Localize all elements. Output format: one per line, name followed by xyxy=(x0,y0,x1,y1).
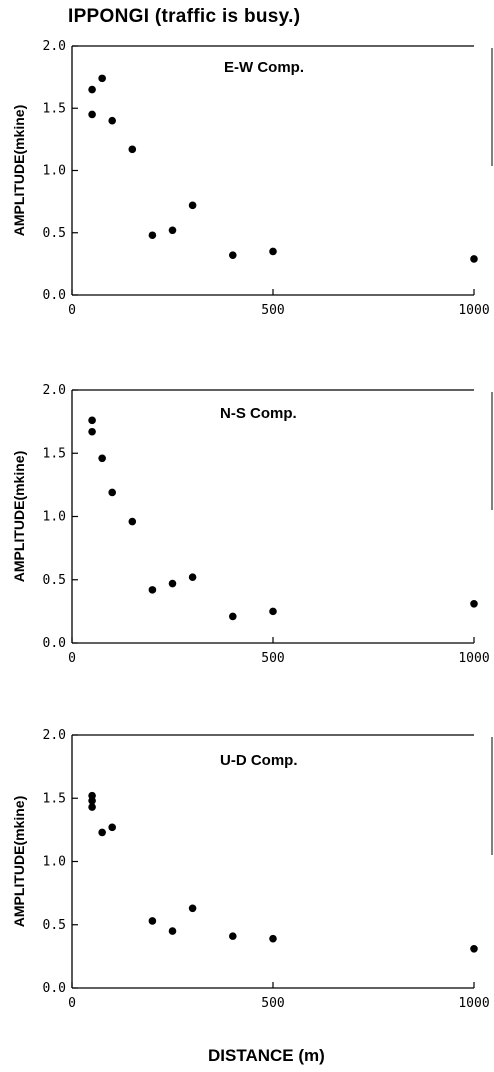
data-point xyxy=(148,586,157,594)
y-tick-label: 1.5 xyxy=(43,101,66,116)
x-tick-label: 1000 xyxy=(458,651,489,666)
data-point xyxy=(269,607,277,616)
panel-title: N-S Comp. xyxy=(220,405,297,422)
data-point xyxy=(88,110,96,119)
data-point xyxy=(88,796,96,805)
data-point xyxy=(108,488,116,497)
y-tick-label: 0.5 xyxy=(43,573,66,588)
data-point xyxy=(188,904,197,913)
y-tick-label: 2.0 xyxy=(43,728,66,743)
y-axis-label: AMPLITUDE(mkine) xyxy=(11,105,27,236)
data-point xyxy=(229,251,237,259)
data-point xyxy=(88,416,96,425)
data-point xyxy=(98,454,106,463)
y-tick-label: 1.0 xyxy=(43,855,66,870)
y-tick-label: 0.5 xyxy=(43,226,66,241)
y-tick-label: 0.0 xyxy=(43,981,66,996)
data-point xyxy=(128,145,137,154)
x-tick-label: 0 xyxy=(68,996,76,1011)
data-point xyxy=(168,579,177,588)
y-axis-label: AMPLITUDE(mkine) xyxy=(11,451,27,582)
y-tick-label: 1.5 xyxy=(43,446,66,461)
data-point xyxy=(470,944,478,953)
y-tick-label: 1.0 xyxy=(43,510,66,525)
y-tick-label: 2.0 xyxy=(43,39,66,54)
data-point xyxy=(470,255,478,263)
y-axis-label: AMPLITUDE(mkine) xyxy=(11,796,27,927)
x-tick-label: 0 xyxy=(68,303,76,318)
x-tick-label: 500 xyxy=(261,996,284,1011)
data-point xyxy=(229,612,237,621)
data-point xyxy=(168,927,177,935)
y-tick-label: 1.0 xyxy=(43,164,66,179)
data-point xyxy=(168,226,177,235)
data-point xyxy=(98,828,106,837)
data-point xyxy=(98,74,106,83)
data-point xyxy=(148,917,157,925)
data-point xyxy=(108,823,116,832)
panel-title: U-D Comp. xyxy=(220,752,298,769)
x-tick-label: 1000 xyxy=(458,303,489,318)
x-tick-label: 500 xyxy=(261,303,284,318)
data-point xyxy=(148,231,157,240)
panel-title: E-W Comp. xyxy=(224,59,304,76)
y-tick-label: 1.5 xyxy=(43,791,66,806)
data-point xyxy=(88,85,96,94)
data-point xyxy=(269,934,277,943)
data-point xyxy=(229,932,237,940)
data-point xyxy=(108,116,116,125)
y-tick-label: 0.5 xyxy=(43,918,66,933)
data-point xyxy=(88,803,96,811)
figure-title: IPPONGI (traffic is busy.) xyxy=(68,6,301,27)
x-axis-title: DISTANCE (m) xyxy=(208,1046,325,1065)
x-tick-label: 1000 xyxy=(458,996,489,1011)
x-tick-label: 0 xyxy=(68,651,76,666)
y-tick-label: 2.0 xyxy=(43,383,66,398)
y-tick-label: 0.0 xyxy=(43,288,66,303)
data-point xyxy=(188,201,197,210)
data-point xyxy=(88,427,96,436)
y-tick-label: 0.0 xyxy=(43,636,66,651)
data-point xyxy=(269,247,277,256)
data-point xyxy=(188,573,197,582)
data-point xyxy=(128,517,137,526)
data-point xyxy=(470,599,478,608)
x-tick-label: 500 xyxy=(261,651,284,666)
